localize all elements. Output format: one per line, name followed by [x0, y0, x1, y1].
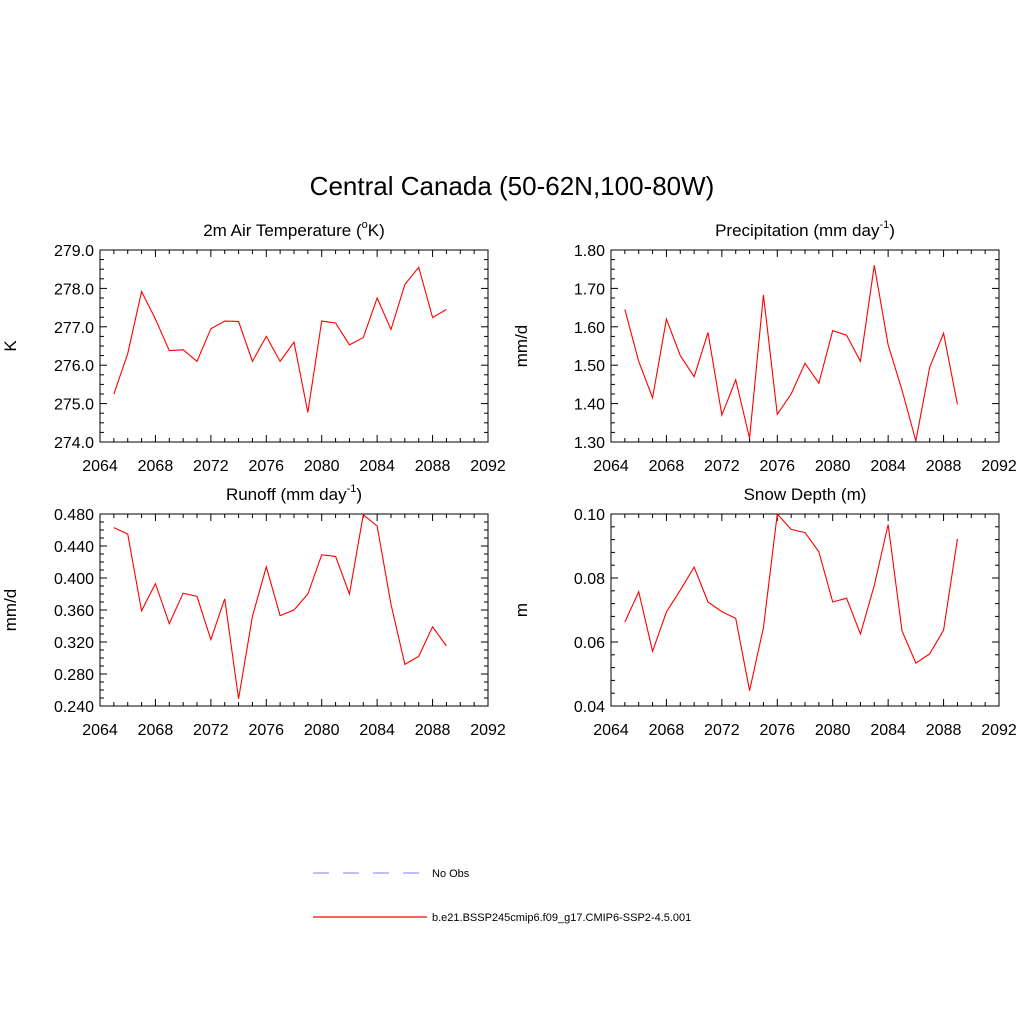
panel-title: 2m Air Temperature (oK)	[203, 219, 385, 240]
x-tick-label: 2076	[248, 722, 284, 739]
x-tick-label: 2092	[470, 722, 506, 739]
y-tick-label: 274.0	[54, 435, 94, 452]
series-line-1	[113, 513, 447, 699]
y-tick-label: 279.0	[54, 243, 94, 260]
y-tick-label: 0.10	[574, 507, 605, 524]
x-tick-label: 2068	[649, 458, 685, 475]
x-tick-label: 2076	[759, 458, 795, 475]
panel-title-text: Precipitation (mm day	[715, 221, 880, 240]
panel-title-superscript: o	[362, 219, 368, 231]
x-tick-label: 2064	[82, 722, 118, 739]
y-tick-label: 277.0	[54, 320, 94, 337]
panel-title-text: Snow Depth (m)	[744, 485, 867, 504]
y-tick-label: 276.0	[54, 358, 94, 375]
panel-title-superscript: -1	[347, 483, 357, 495]
legend-label: No Obs	[432, 868, 470, 880]
panel-2: 2064 2068 2072 2076 2080 2084 2088 2092 1.30 1.40…	[512, 219, 1017, 475]
x-tick-label: 2092	[981, 458, 1017, 475]
panel-title: Snow Depth (m)	[744, 485, 867, 504]
x-tick-label: 2088	[926, 458, 962, 475]
panel-1: 2064 2068 2072 2076 2080 2084 2088 2092 274.0 275…	[1, 219, 506, 475]
legend: No Obs b.e21.BSSP245cmip6.f09_g17.CMIP6-S…	[313, 868, 691, 924]
x-tick-label: 2084	[870, 722, 906, 739]
panel-title: Precipitation (mm day-1)	[715, 219, 895, 240]
x-tick-label: 2072	[704, 458, 740, 475]
panels: 2064 2068 2072 2076 2080 2084 2088 2092 274.0 275…	[1, 219, 1017, 739]
y-tick-label: 0.08	[574, 571, 605, 588]
panel-3: 2064 2068 2072 2076 2080 2084 2088 2092 0.240 0.2…	[1, 483, 506, 739]
panel-title-text: 2m Air Temperature (	[203, 221, 362, 240]
plot-frame	[610, 249, 1000, 443]
y-axis-label: K	[1, 340, 20, 352]
y-tick-label: 0.06	[574, 635, 605, 652]
y-tick-label: 0.240	[54, 699, 94, 716]
x-tick-label: 2064	[593, 722, 629, 739]
y-tick-label: 1.30	[574, 435, 605, 452]
plot-frame	[610, 513, 1000, 707]
series-line-1	[113, 266, 447, 413]
legend-label: b.e21.BSSP245cmip6.f09_g17.CMIP6-SSP2-4.…	[432, 912, 691, 924]
x-tick-label: 2076	[248, 458, 284, 475]
y-tick-label: 0.480	[54, 507, 94, 524]
x-tick-label: 2080	[304, 722, 340, 739]
panel-4: 2064 2068 2072 2076 2080 2084 2088 2092 0.04 0.06…	[512, 485, 1017, 739]
y-tick-label: 0.400	[54, 571, 94, 588]
series-line-1	[624, 265, 958, 441]
y-axis-label: m	[512, 603, 531, 617]
x-tick-label: 2064	[82, 458, 118, 475]
series-line-1	[624, 512, 958, 691]
x-tick-label: 2072	[193, 722, 229, 739]
y-tick-label: 0.320	[54, 635, 94, 652]
y-tick-label: 0.440	[54, 539, 94, 556]
x-tick-label: 2084	[870, 458, 906, 475]
x-tick-label: 2084	[359, 458, 395, 475]
y-axis-label: mm/d	[1, 589, 20, 632]
x-tick-label: 2068	[649, 722, 685, 739]
y-axis-label: mm/d	[512, 325, 531, 368]
panel-title-text: Runoff (mm day	[226, 485, 347, 504]
x-tick-label: 2092	[981, 722, 1017, 739]
y-tick-label: 1.70	[574, 281, 605, 298]
x-tick-label: 2088	[415, 458, 451, 475]
x-tick-label: 2072	[704, 722, 740, 739]
y-tick-label: 275.0	[54, 397, 94, 414]
x-tick-label: 2064	[593, 458, 629, 475]
panel-title-suffix: K)	[368, 221, 385, 240]
x-tick-label: 2080	[815, 458, 851, 475]
figure-title: Central Canada (50-62N,100-80W)	[310, 171, 715, 201]
x-tick-label: 2080	[304, 458, 340, 475]
x-tick-label: 2092	[470, 458, 506, 475]
y-tick-label: 1.80	[574, 243, 605, 260]
y-tick-label: 1.60	[574, 320, 605, 337]
y-tick-label: 0.360	[54, 603, 94, 620]
plot-frame	[99, 249, 489, 443]
x-tick-label: 2076	[759, 722, 795, 739]
x-tick-label: 2072	[193, 458, 229, 475]
y-tick-label: 1.50	[574, 358, 605, 375]
y-tick-label: 0.280	[54, 667, 94, 684]
panel-title-suffix: )	[889, 221, 895, 240]
x-tick-label: 2068	[138, 722, 174, 739]
panel-title: Runoff (mm day-1)	[226, 483, 362, 504]
y-tick-label: 1.40	[574, 397, 605, 414]
panel-title-superscript: -1	[879, 219, 889, 231]
y-tick-label: 278.0	[54, 281, 94, 298]
x-tick-label: 2084	[359, 722, 395, 739]
x-tick-label: 2088	[926, 722, 962, 739]
x-tick-label: 2088	[415, 722, 451, 739]
panel-title-suffix: )	[356, 485, 362, 504]
y-tick-label: 0.04	[574, 699, 605, 716]
x-tick-label: 2068	[138, 458, 174, 475]
x-tick-label: 2080	[815, 722, 851, 739]
